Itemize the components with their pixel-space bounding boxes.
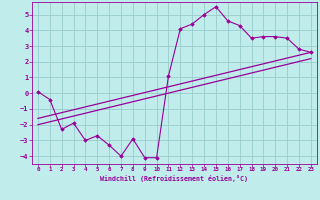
- X-axis label: Windchill (Refroidissement éolien,°C): Windchill (Refroidissement éolien,°C): [100, 175, 248, 182]
